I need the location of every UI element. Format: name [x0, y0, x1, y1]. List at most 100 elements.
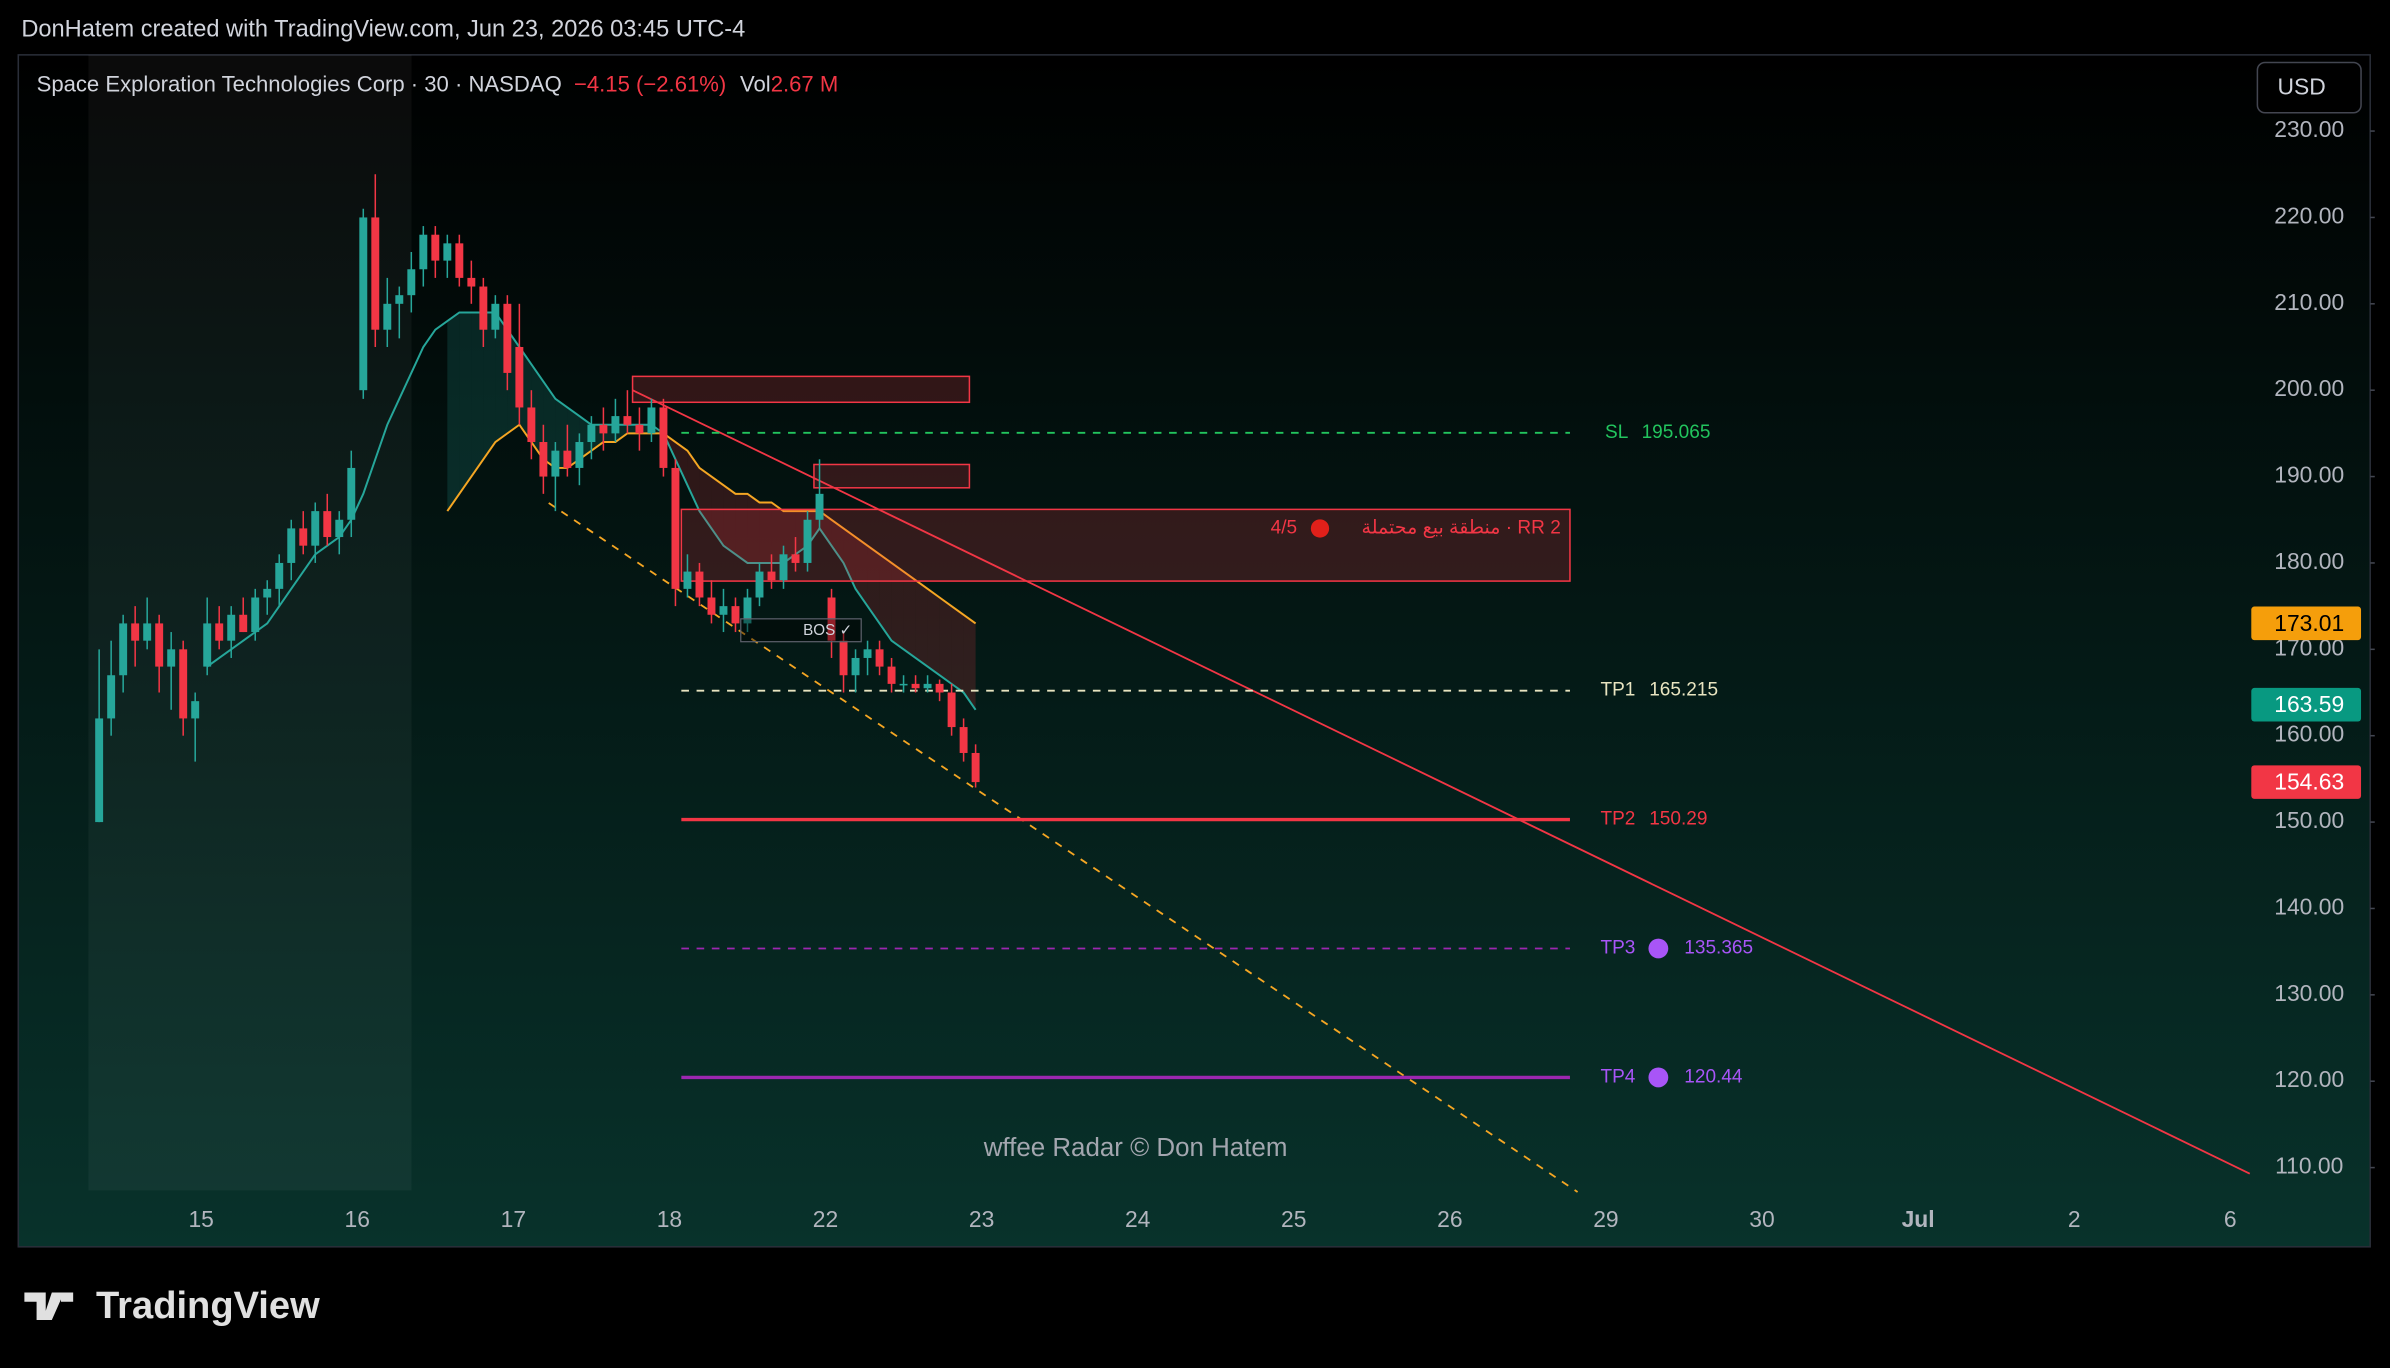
- ema-fill: [879, 554, 892, 641]
- zone: [813, 463, 971, 489]
- y-tick-label: 160.00: [2274, 721, 2344, 747]
- zone-count: 4/5: [1271, 518, 1297, 539]
- candle-body: [179, 649, 188, 719]
- level-value: 195.065: [1642, 422, 1711, 443]
- candle-body: [515, 347, 524, 408]
- level-name: SL: [1605, 422, 1628, 443]
- candle-body: [935, 683, 944, 693]
- candle-body: [143, 623, 152, 641]
- level-value: 165.215: [1649, 680, 1718, 701]
- header-text: DonHatem created with TradingView.com, J…: [21, 17, 745, 43]
- watermark: wffee Radar © Don Hatem: [983, 1134, 1288, 1162]
- x-tick-label: 30: [1749, 1206, 1774, 1232]
- zone-label: منطقة بيع محتملة · RR 2: [1362, 518, 1561, 539]
- footer-logo: TradingView: [24, 1285, 320, 1327]
- candle-body: [299, 528, 308, 546]
- x-tick-label: 29: [1593, 1206, 1618, 1232]
- candle-body: [743, 597, 752, 624]
- currency-label[interactable]: USD: [2277, 73, 2325, 99]
- candle-body: [395, 295, 404, 304]
- x-tick-label: 17: [501, 1206, 526, 1232]
- x-tick-label: 16: [345, 1206, 370, 1232]
- candle-body: [563, 450, 572, 468]
- candle-body: [731, 606, 740, 624]
- chart-pane: [17, 54, 2371, 1248]
- x-tick-label: 22: [813, 1206, 838, 1232]
- level-name: TP2: [1600, 809, 1635, 830]
- candle-body: [203, 623, 212, 667]
- candle-body: [851, 657, 860, 676]
- ema-fill: [675, 442, 688, 486]
- price-change: −4.15 (−2.61%): [574, 71, 726, 96]
- ema-fill: [867, 545, 880, 624]
- y-tick-label: 190.00: [2274, 462, 2344, 488]
- y-tick-label: 110.00: [2275, 1153, 2343, 1179]
- x-tick-label: 26: [1437, 1206, 1462, 1232]
- candle-body: [587, 424, 596, 443]
- ema-fill: [471, 312, 484, 477]
- y-tick-label: 230.00: [2274, 116, 2344, 142]
- price-label: 173.01: [2274, 610, 2344, 636]
- ema-fill: [855, 537, 868, 607]
- bos-label: BOS ✓: [803, 622, 852, 639]
- level-value: 150.29: [1649, 809, 1707, 830]
- logo-text: TradingView: [96, 1285, 320, 1327]
- currency-button[interactable]: [2256, 61, 2362, 114]
- legend: Space Exploration Technologies Corp · 30…: [37, 71, 839, 96]
- candle-body: [551, 450, 560, 477]
- candle-body: [755, 571, 764, 598]
- price-label-box: [2251, 765, 2362, 799]
- candle-body: [575, 442, 584, 468]
- ema-fill: [927, 588, 940, 676]
- price-label: 154.63: [2274, 769, 2344, 795]
- candle-body: [455, 243, 464, 278]
- level-name: TP1: [1600, 680, 1635, 701]
- ema-fill: [831, 519, 844, 563]
- candle-body: [275, 562, 284, 589]
- candle-body: [359, 217, 368, 391]
- symbol-title: Space Exploration Technologies Corp · 30…: [37, 71, 562, 96]
- ema-fill: [759, 502, 772, 563]
- candle-body: [167, 649, 176, 667]
- ema-slow-line: [446, 423, 977, 625]
- ema-fill: [915, 580, 928, 667]
- x-tick-label: 15: [188, 1206, 213, 1232]
- candle-body: [443, 243, 452, 261]
- candle-body: [623, 416, 632, 425]
- ema-fill: [939, 597, 952, 684]
- ema-fill: [723, 485, 736, 555]
- candle-body: [491, 303, 500, 330]
- candle-body: [803, 519, 812, 563]
- candle-body: [863, 649, 872, 658]
- session-highlight: [88, 54, 412, 1191]
- level-dot: [1648, 938, 1669, 959]
- x-tick-label: Jul: [1902, 1206, 1935, 1232]
- candle-body: [467, 277, 476, 287]
- candle-body: [239, 614, 248, 633]
- candle-body: [923, 683, 932, 689]
- candle-body: [767, 571, 776, 581]
- candle-body: [191, 701, 200, 719]
- plot-layer: 110.00120.00130.00140.00150.00160.00170.…: [95, 116, 2375, 1232]
- ema-fill: [747, 493, 760, 563]
- x-tick-label: 23: [969, 1206, 994, 1232]
- volume-label: Vol: [740, 71, 771, 96]
- candle-body: [707, 597, 716, 615]
- ema-fill: [951, 606, 964, 693]
- candle-body: [527, 407, 536, 443]
- candle-body: [719, 606, 728, 615]
- candle-body: [107, 675, 116, 719]
- candle-body: [335, 519, 344, 538]
- candle-body: [875, 649, 884, 667]
- candle-body: [911, 683, 920, 689]
- candle-body: [839, 640, 848, 676]
- candle-body: [659, 407, 668, 468]
- candle-body: [671, 467, 680, 589]
- y-tick-label: 180.00: [2274, 548, 2344, 574]
- candle-body: [311, 511, 320, 546]
- candle-body: [119, 623, 128, 676]
- candle-body: [971, 752, 980, 783]
- candle-body: [479, 286, 488, 330]
- candle-body: [251, 597, 260, 633]
- ema-fill: [891, 562, 904, 650]
